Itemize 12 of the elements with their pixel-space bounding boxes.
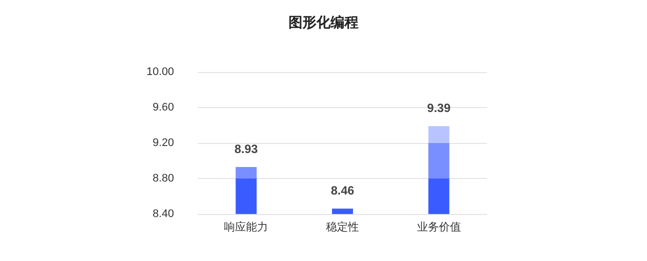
y-tick-label: 9.60: [152, 102, 174, 114]
y-tick-label: 10.00: [146, 66, 174, 78]
chart-title: 图形化编程: [288, 14, 358, 30]
x-tick-label: 响应能力: [224, 220, 268, 234]
data-label: 8.46: [330, 184, 354, 198]
x-tick-label: 稳定性: [326, 220, 359, 234]
x-tick-label: 业务价值: [416, 220, 461, 234]
y-tick-label: 8.40: [152, 208, 174, 220]
y-tick-label: 8.80: [152, 172, 174, 184]
data-label: 8.93: [234, 142, 258, 156]
y-tick-label: 9.20: [152, 137, 174, 149]
data-label: 9.39: [427, 101, 451, 116]
